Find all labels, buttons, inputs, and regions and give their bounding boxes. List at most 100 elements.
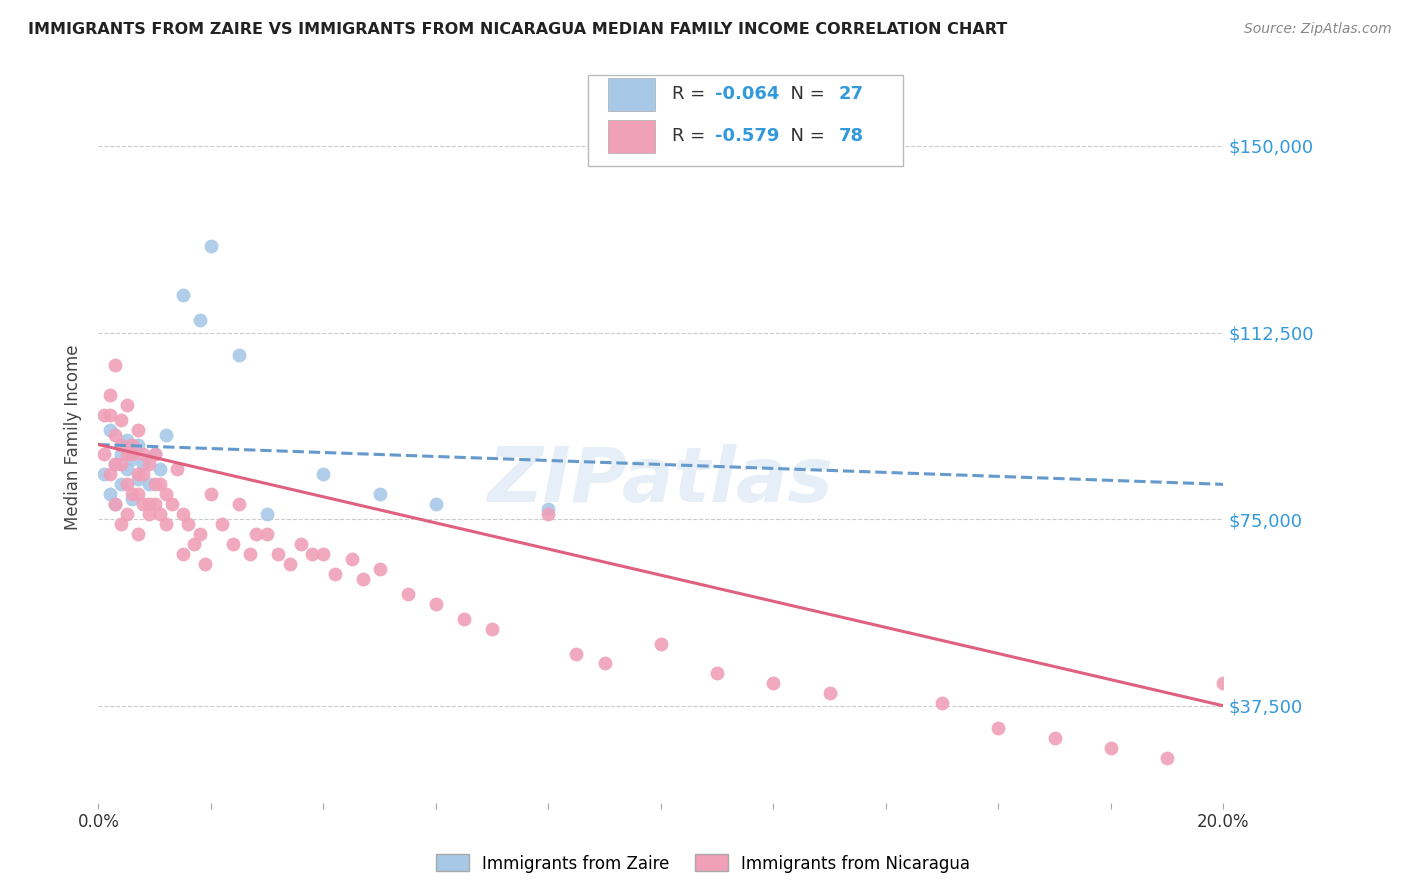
Text: R =: R = [672, 85, 711, 103]
Point [132, 497, 155, 511]
Point [368, 487, 391, 501]
Point [149, 477, 172, 491]
Point [256, 507, 278, 521]
Point [278, 557, 301, 571]
Point [127, 472, 149, 486]
Point [127, 423, 149, 437]
Text: IMMIGRANTS FROM ZAIRE VS IMMIGRANTS FROM NICARAGUA MEDIAN FAMILY INCOME CORRELAT: IMMIGRANTS FROM ZAIRE VS IMMIGRANTS FROM… [28, 22, 1007, 37]
Text: ZIPatlas: ZIPatlas [488, 444, 834, 518]
Point [312, 467, 335, 482]
Point [127, 527, 149, 541]
Point [127, 487, 149, 501]
Point [115, 398, 138, 412]
Point [93, 448, 115, 462]
Text: 27: 27 [838, 85, 863, 103]
Point [396, 587, 419, 601]
Point [183, 537, 205, 551]
Point [987, 721, 1010, 735]
Point [931, 696, 953, 710]
Y-axis label: Median Family Income: Median Family Income [65, 344, 83, 530]
Point [172, 507, 194, 521]
Point [121, 448, 143, 462]
Point [127, 437, 149, 451]
Point [593, 657, 616, 671]
Point [104, 458, 127, 472]
Point [200, 238, 222, 252]
Point [245, 527, 267, 541]
Point [121, 452, 143, 467]
Point [1212, 676, 1234, 690]
Point [132, 448, 155, 462]
Point [706, 666, 728, 681]
Point [115, 507, 138, 521]
Point [256, 527, 278, 541]
Point [104, 458, 127, 472]
FancyBboxPatch shape [607, 120, 655, 153]
Point [211, 517, 233, 532]
Point [323, 566, 346, 581]
Point [115, 448, 138, 462]
Point [818, 686, 841, 700]
Point [93, 408, 115, 422]
Point [143, 448, 166, 462]
Point [104, 497, 127, 511]
Point [200, 487, 222, 501]
Point [301, 547, 323, 561]
Point [98, 388, 121, 402]
Point [239, 547, 262, 561]
Point [537, 502, 560, 516]
Point [132, 458, 155, 472]
Point [115, 477, 138, 491]
Point [1043, 731, 1066, 745]
Point [565, 647, 588, 661]
Point [104, 358, 127, 372]
Legend: Immigrants from Zaire, Immigrants from Nicaragua: Immigrants from Zaire, Immigrants from N… [429, 847, 977, 880]
Point [188, 313, 211, 327]
Point [93, 467, 115, 482]
Point [228, 497, 250, 511]
Point [104, 427, 127, 442]
Point [149, 507, 172, 521]
Point [121, 492, 143, 507]
Point [177, 517, 200, 532]
Point [188, 527, 211, 541]
Point [155, 487, 177, 501]
Point [127, 467, 149, 482]
Point [312, 547, 335, 561]
Point [425, 597, 447, 611]
Point [121, 437, 143, 451]
Point [368, 562, 391, 576]
Point [650, 636, 672, 650]
Point [222, 537, 245, 551]
Point [194, 557, 217, 571]
Point [110, 412, 132, 426]
Point [138, 507, 160, 521]
Point [110, 477, 132, 491]
FancyBboxPatch shape [588, 75, 903, 167]
Point [98, 487, 121, 501]
Point [98, 467, 121, 482]
Point [110, 458, 132, 472]
Point [98, 423, 121, 437]
Point [110, 448, 132, 462]
Point [166, 462, 188, 476]
Point [155, 517, 177, 532]
Point [115, 462, 138, 476]
Point [762, 676, 785, 690]
Point [121, 487, 143, 501]
Point [1156, 751, 1178, 765]
FancyBboxPatch shape [607, 78, 655, 111]
Text: Source: ZipAtlas.com: Source: ZipAtlas.com [1244, 22, 1392, 37]
Point [481, 622, 503, 636]
Point [537, 507, 560, 521]
Point [98, 408, 121, 422]
Point [143, 477, 166, 491]
Point [155, 427, 177, 442]
Point [340, 552, 363, 566]
Point [138, 497, 160, 511]
Text: R =: R = [672, 128, 711, 145]
Point [143, 497, 166, 511]
Text: -0.579: -0.579 [714, 128, 779, 145]
Point [425, 497, 447, 511]
Point [290, 537, 312, 551]
